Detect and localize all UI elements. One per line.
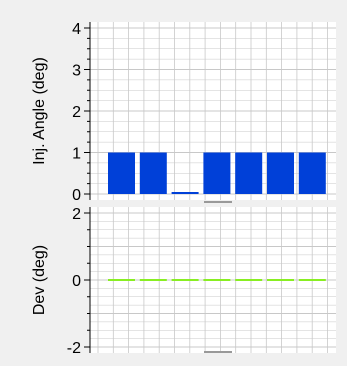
bar-4 [203, 152, 231, 194]
y-tick-label: -2 [67, 340, 81, 357]
y-tick-label: 3 [72, 63, 81, 80]
y-tick-label: 0 [72, 187, 81, 204]
bar-2 [139, 152, 167, 194]
bar-1 [108, 152, 135, 194]
bar-7 [298, 152, 326, 194]
y-tick-label: 0 [72, 273, 81, 290]
bar-6 [267, 152, 294, 194]
y-tick-label: 2 [72, 206, 81, 223]
bottom-plot-y-axis-label: Dev (deg) [31, 245, 48, 315]
y-tick-label: 1 [72, 146, 81, 163]
bar-3 [171, 192, 199, 194]
top-plot-y-axis-label: Inj. Angle (deg) [31, 57, 48, 165]
top-plot-bars [108, 152, 326, 194]
bottom-plot-y-ticks: -2 0 2 [67, 206, 90, 357]
y-tick-label: 2 [72, 104, 81, 121]
y-tick-label: 4 [72, 21, 81, 38]
top-plot-y-ticks: 0 1 2 3 4 [72, 21, 90, 204]
bar-5 [235, 152, 263, 194]
